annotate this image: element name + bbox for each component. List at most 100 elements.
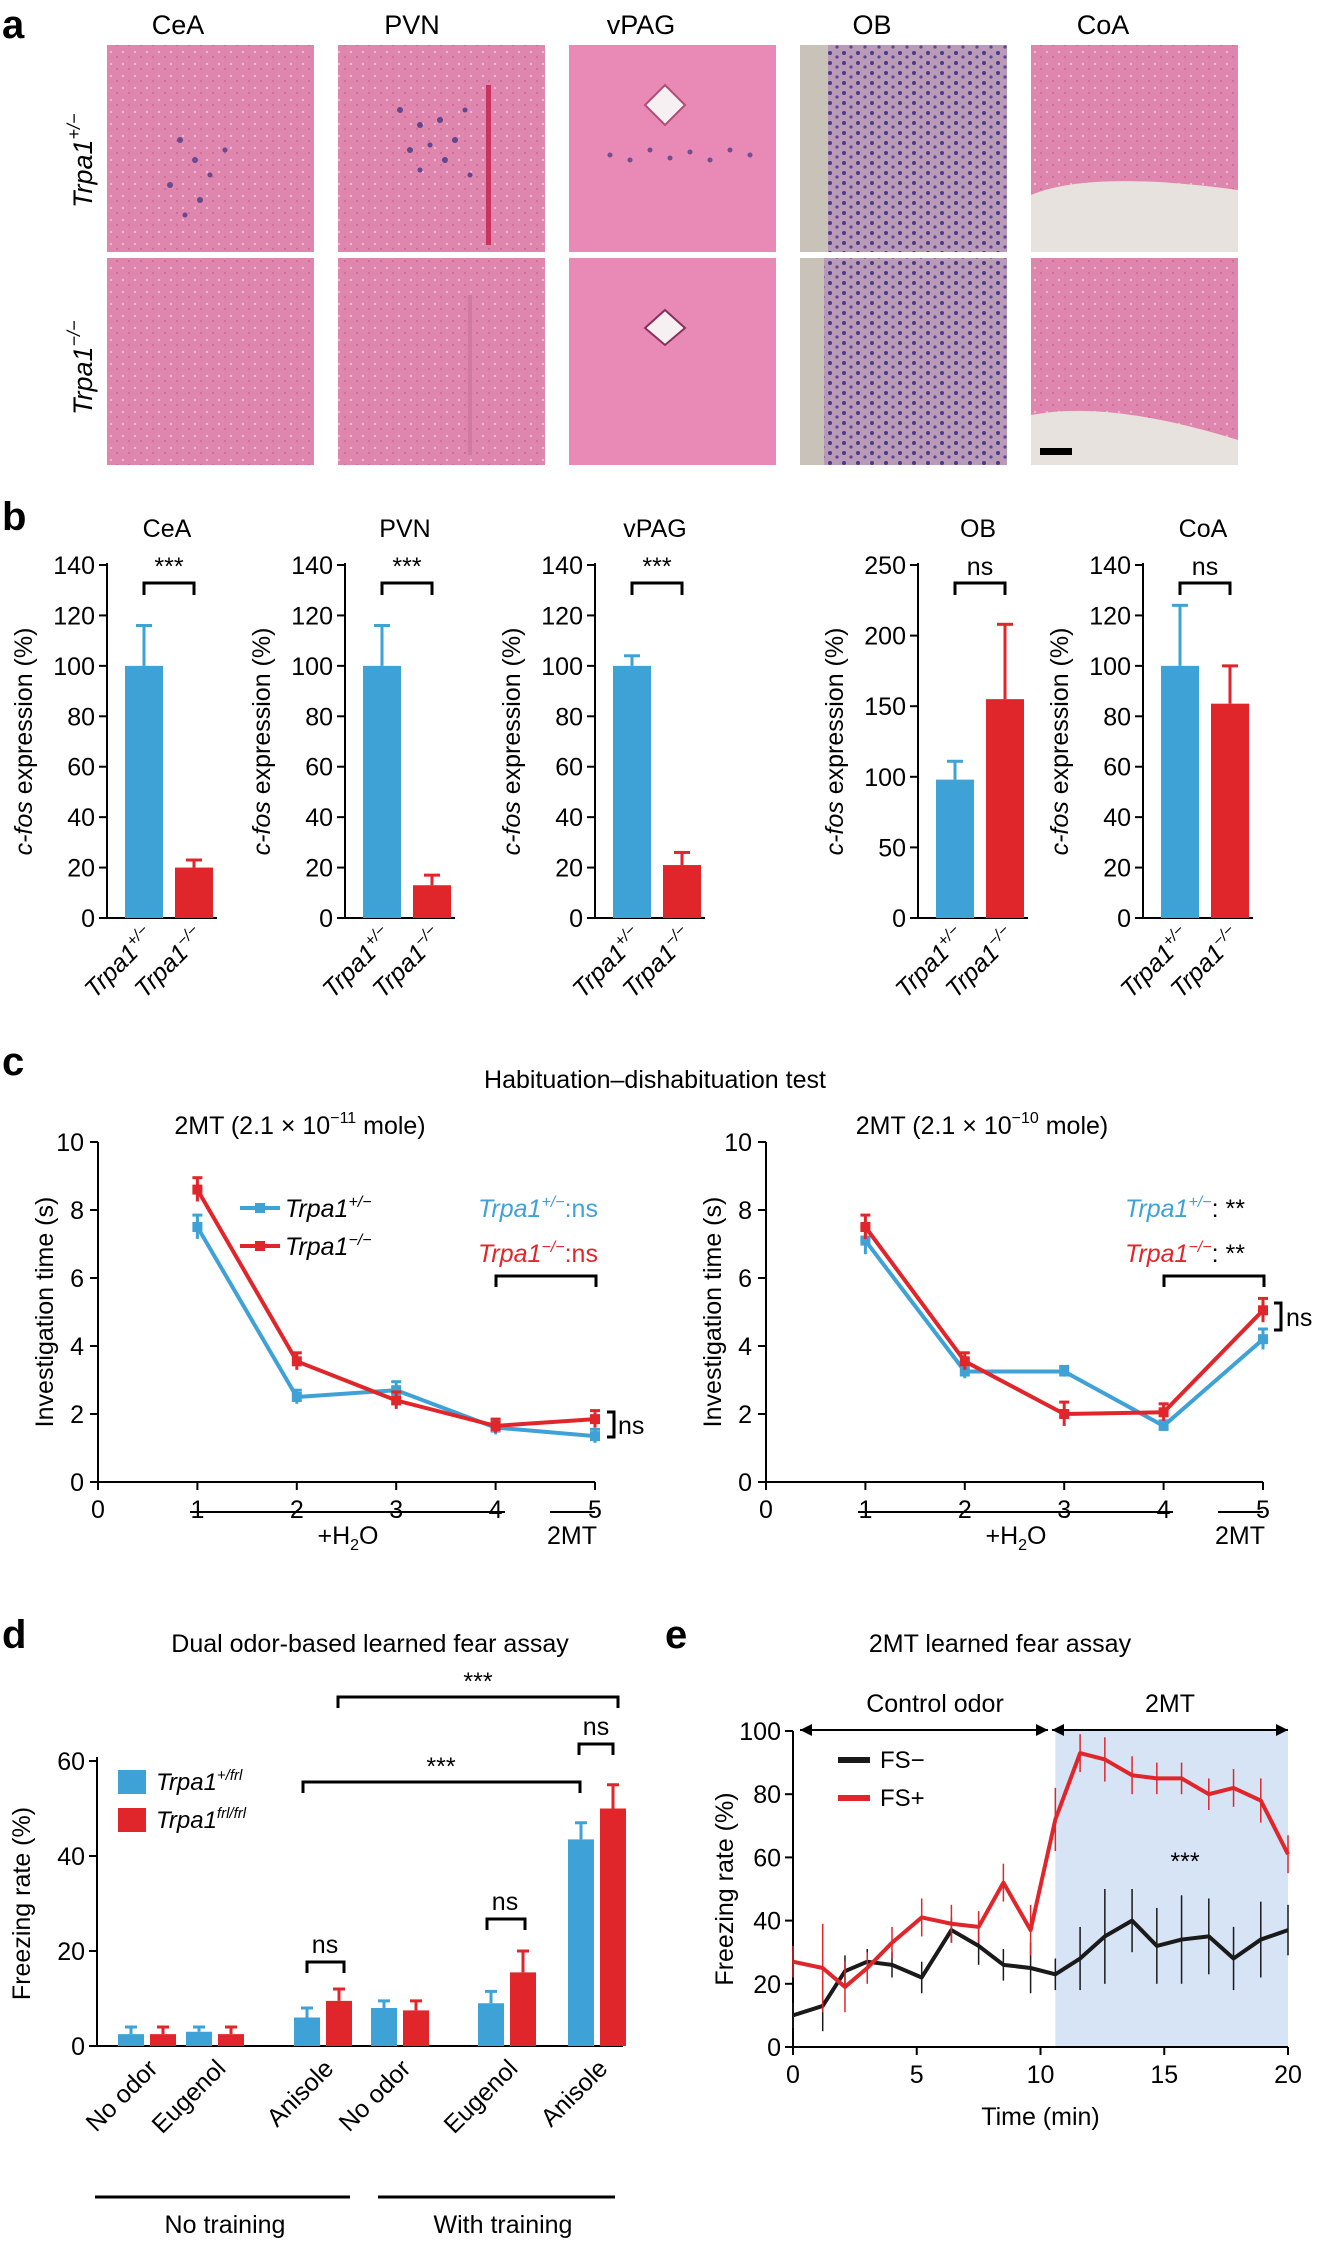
y-label-rest: expression (%) — [1046, 628, 1074, 802]
phase-control-label: Control odor — [866, 1690, 1004, 1718]
coa-edge-ko — [1031, 410, 1238, 465]
data-point — [192, 1184, 203, 1195]
left-top-bracket — [494, 1274, 598, 1287]
bar — [663, 865, 701, 918]
data-point — [391, 1395, 402, 1406]
y-tick-label: 6 — [70, 1265, 84, 1293]
panel-label-e: e — [665, 1613, 687, 1657]
sig-ns-anisole-trained-bracket — [577, 1742, 615, 1755]
bar-chart-title: OB — [960, 515, 996, 543]
aqueduct-vpag-het — [643, 83, 687, 127]
bar — [1211, 703, 1249, 918]
x-tick-label: Anisole — [261, 2054, 339, 2132]
bar — [175, 867, 213, 918]
x-tick-label: 20 — [1274, 2061, 1302, 2089]
panel-c-left-stats: Trpa1+/−:ns Trpa1−/−:ns — [478, 1194, 598, 1268]
bar — [600, 1808, 626, 2046]
histology-images — [107, 45, 1238, 465]
y-tick-label: 40 — [555, 804, 583, 832]
group-label-with-training: With training — [434, 2211, 573, 2239]
y-axis-label: Freezing rate (%) — [8, 1807, 36, 2000]
data-point — [860, 1235, 871, 1246]
bar — [1161, 665, 1199, 918]
bar — [294, 2017, 320, 2046]
y-tick-label: 80 — [67, 703, 95, 731]
y-tick-label: 100 — [53, 653, 95, 681]
y-tick-label: 80 — [753, 1781, 781, 1809]
y-axis-label: c-fos expression (%) — [821, 628, 849, 856]
column-title-pvn: PVN — [384, 10, 440, 40]
phase-control-arrow-left — [800, 1724, 812, 1736]
panel-b-charts: CeA 0 20 40 60 80 100 120 140 c-fos expression (%… — [10, 515, 1253, 1003]
y-tick-label: 20 — [57, 1938, 85, 1966]
x-tick-label: 4 — [489, 1496, 503, 1524]
sig-bracket-top — [336, 1695, 620, 1708]
right-ns-bracket — [1274, 1301, 1283, 1332]
bar — [150, 2034, 176, 2046]
y-label-rest: expression (%) — [821, 628, 849, 802]
significance-label: *** — [392, 553, 421, 581]
x-tick-label: 4 — [1157, 1496, 1171, 1524]
panel-label-d: d — [2, 1613, 26, 1657]
bar-chart-pvn: PVN 0 20 40 60 80 100 120 140 c-fos expression (%… — [248, 515, 455, 1003]
ob-surface-ko — [800, 258, 824, 465]
y-label-rest: expression (%) — [498, 628, 526, 802]
panel-e-sig: *** — [1170, 1848, 1199, 1876]
panel-a-row-labels: Trpa1+/− Trpa1−/− — [64, 113, 98, 415]
right-stat-het: Trpa1+/−: ** — [1125, 1194, 1245, 1223]
left-h2o-label: +H2O — [317, 1522, 378, 1554]
significance-bracket — [630, 581, 684, 595]
y-tick-label: 20 — [1103, 855, 1131, 883]
y-tick-label: 50 — [878, 834, 906, 862]
y-tick-label: 4 — [70, 1333, 84, 1361]
stain-vpag-het — [607, 147, 753, 163]
left-stat-het: Trpa1+/−:ns — [478, 1194, 598, 1223]
bar — [125, 665, 163, 918]
y-tick-label: 60 — [753, 1844, 781, 1872]
panel-e-chart: 0 20 40 60 80 100 0 5 10 15 20 Time (min) Freezing r… — [711, 1718, 1302, 2131]
y-tick-label: 80 — [305, 703, 333, 731]
y-tick-label: 100 — [739, 1718, 781, 1746]
y-tick-label: 120 — [53, 602, 95, 630]
x-tick-label: Eugenol — [147, 2054, 232, 2139]
bar — [986, 699, 1024, 918]
y-tick-label: 0 — [81, 905, 95, 933]
y-label-italic: c-fos — [821, 801, 849, 855]
y-tick-label: 6 — [738, 1265, 752, 1293]
y-tick-label: 60 — [67, 754, 95, 782]
panel-c-right-chart: 0 2 4 6 8 10 0 1 2 3 4 5 Investigation time (s) — [699, 1129, 1270, 1524]
x-tick-label: 0 — [786, 2061, 800, 2089]
ventricle-pvn-het — [486, 85, 491, 245]
significance-bracket — [380, 581, 434, 595]
y-label-rest: expression (%) — [10, 628, 38, 802]
column-title-cea: CeA — [152, 10, 205, 40]
y-tick-label: 100 — [1089, 653, 1131, 681]
legend-ko-frl-label: Trpa1frl/frl — [156, 1805, 247, 1834]
y-label-italic: c-fos — [498, 801, 526, 855]
bar — [478, 2003, 504, 2046]
data-point — [1059, 1409, 1070, 1419]
y-tick-label: 250 — [864, 552, 906, 580]
row-label-het: Trpa1+/− — [64, 113, 98, 208]
bar — [118, 2034, 144, 2046]
bar — [613, 665, 651, 918]
data-point — [1059, 1366, 1070, 1377]
x-tick-label: No odor — [334, 2054, 417, 2137]
y-tick-label: 200 — [864, 623, 906, 651]
panel-a-column-titles: CeA PVN vPAG OB CoA — [152, 10, 1130, 40]
data-point — [391, 1385, 402, 1396]
legend-het-frl-swatch — [118, 1770, 146, 1794]
y-tick-label: 10 — [56, 1129, 84, 1157]
legend-fs-minus-label: FS− — [880, 1747, 925, 1774]
ventricle-pvn-ko — [468, 295, 472, 455]
sig-ns-eugenol-bracket — [485, 1917, 527, 1930]
x-tick-label: Anisole — [535, 2054, 613, 2132]
bar — [510, 1972, 536, 2046]
x-tick-label: 3 — [1057, 1496, 1071, 1524]
phase-control-arrow-right — [1036, 1724, 1048, 1736]
y-tick-label: 100 — [541, 653, 583, 681]
sig-ns-anisole-trained: ns — [583, 1713, 609, 1741]
data-point — [959, 1366, 970, 1377]
y-axis-label: Freezing rate (%) — [711, 1792, 739, 1985]
x-tick-label: 1 — [190, 1496, 204, 1524]
